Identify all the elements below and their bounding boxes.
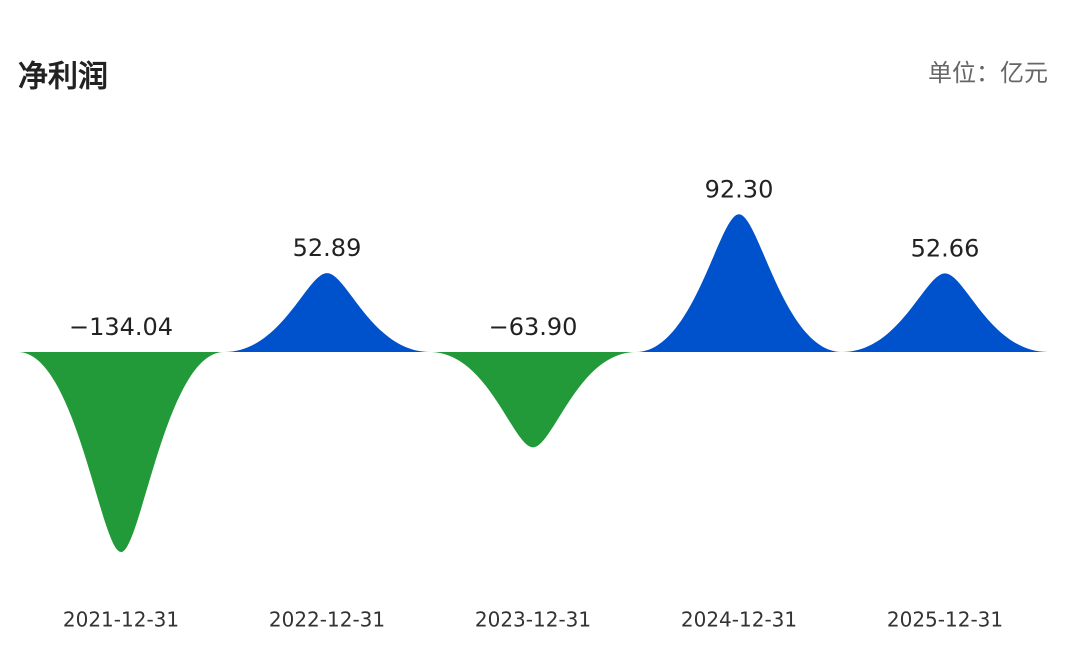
unit-label: 单位：亿元 <box>928 59 1048 87</box>
x-tick-label: 2022-12-31 <box>269 608 385 632</box>
x-tick-label: 2021-12-31 <box>63 608 179 632</box>
spike <box>18 352 224 552</box>
spike <box>430 352 636 448</box>
value-label: 92.30 <box>705 175 774 203</box>
value-label: 52.89 <box>293 234 362 262</box>
value-label: −134.04 <box>69 313 173 341</box>
spike <box>842 273 1048 352</box>
x-tick-label: 2023-12-31 <box>475 608 591 632</box>
spike <box>224 273 430 352</box>
x-tick-label: 2025-12-31 <box>887 608 1003 632</box>
value-label: 52.66 <box>911 234 980 262</box>
spike <box>636 214 842 352</box>
chart-title: 净利润 <box>18 60 108 95</box>
x-tick-label: 2024-12-31 <box>681 608 797 632</box>
value-label: −63.90 <box>489 313 578 341</box>
